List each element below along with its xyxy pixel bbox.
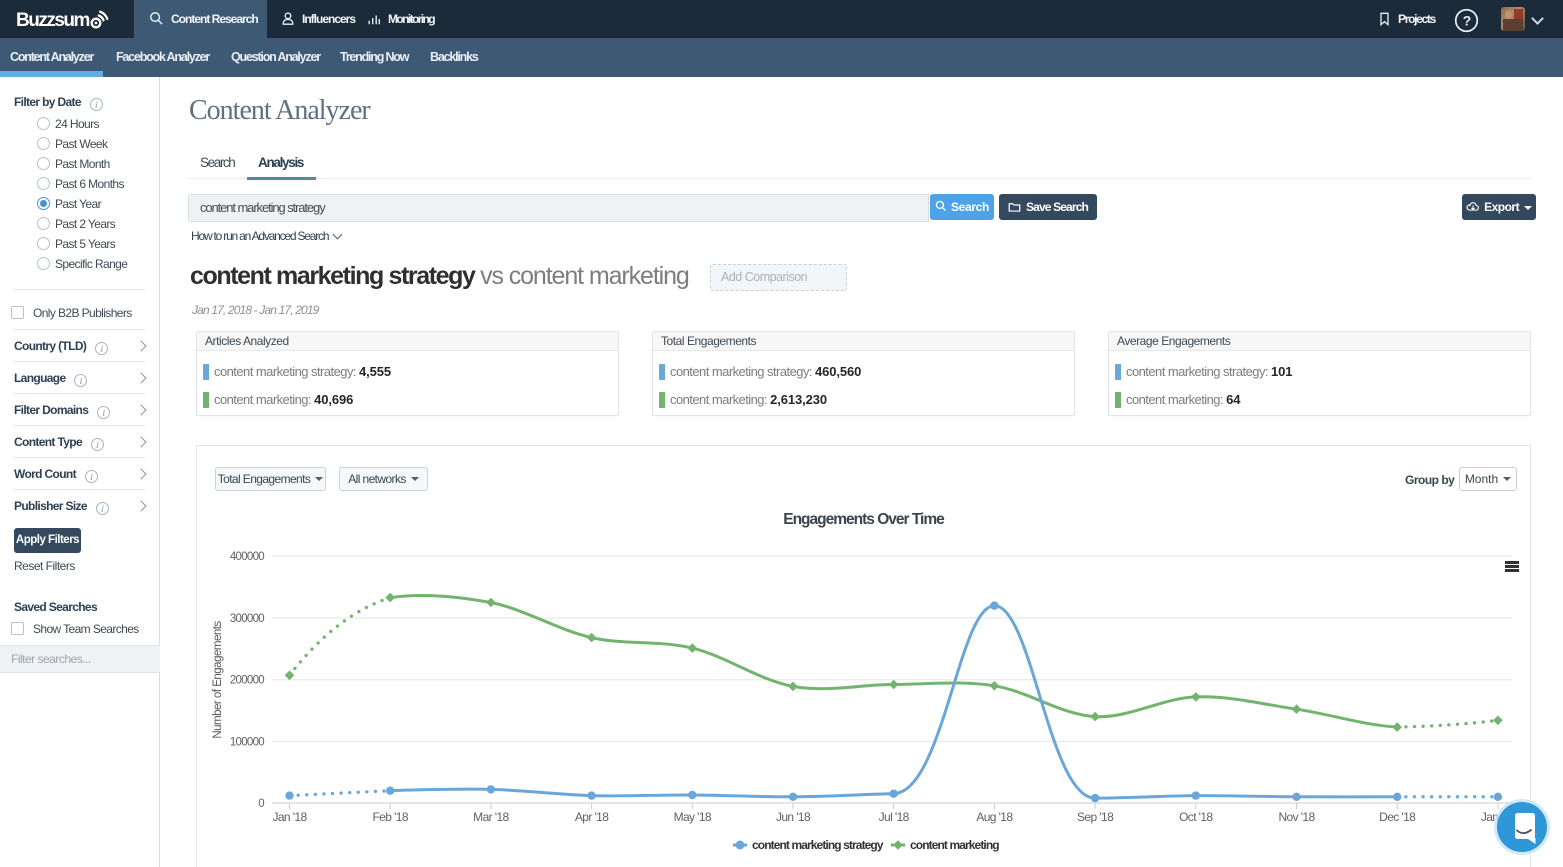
svg-text:Jun '18: Jun '18 [776,810,811,824]
svg-text:Aug '18: Aug '18 [976,810,1013,824]
svg-text:Oct '18: Oct '18 [1179,810,1213,824]
svg-text:Sep '18: Sep '18 [1077,810,1114,824]
svg-text:Feb '18: Feb '18 [372,810,408,824]
svg-text:300000: 300000 [230,613,264,625]
svg-text:Dec '18: Dec '18 [1379,810,1416,824]
svg-text:Mar '18: Mar '18 [473,810,509,824]
svg-text:Apr '18: Apr '18 [575,810,609,824]
svg-text:400000: 400000 [230,551,264,563]
svg-text:Jul '18: Jul '18 [879,810,910,824]
svg-text:?: ? [1463,13,1471,29]
svg-text:Number of Engagements: Number of Engagements [212,621,224,739]
svg-text:Nov '18: Nov '18 [1278,810,1315,824]
svg-text:200000: 200000 [230,675,264,687]
svg-text:content marketing: content marketing [910,838,999,852]
svg-text:May '18: May '18 [674,810,712,824]
svg-text:100000: 100000 [230,736,264,748]
svg-text:content marketing strategy: content marketing strategy [752,838,884,852]
svg-text:0: 0 [258,798,264,810]
svg-text:Jan '18: Jan '18 [272,810,307,824]
